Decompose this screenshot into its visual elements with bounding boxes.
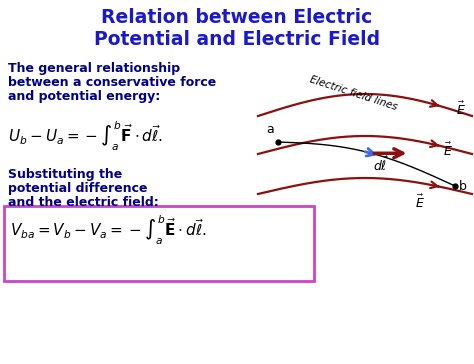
Text: $\vec{E}$: $\vec{E}$ [415,193,425,211]
Text: Relation between Electric: Relation between Electric [101,8,373,27]
Text: Electric field lines: Electric field lines [308,74,398,112]
Text: potential difference: potential difference [8,182,147,195]
Text: Substituting the: Substituting the [8,168,122,181]
Text: $d\vec{\ell}$: $d\vec{\ell}$ [374,156,389,174]
Text: between a conservative force: between a conservative force [8,76,216,89]
Text: $V_{ba} = V_b - V_a = -\int_a^b \vec{\mathbf{E}} \cdot d\vec{\ell}.$: $V_{ba} = V_b - V_a = -\int_a^b \vec{\ma… [10,214,207,248]
Text: $\vec{E}$: $\vec{E}$ [456,100,466,118]
Text: $\vec{E}$: $\vec{E}$ [443,141,453,159]
Text: and the electric field:: and the electric field: [8,196,159,209]
Text: a: a [266,123,274,136]
Text: Potential and Electric Field: Potential and Electric Field [94,30,380,49]
Text: $U_b - U_a = -\int_a^b \vec{\mathbf{F}} \cdot d\vec{\ell}.$: $U_b - U_a = -\int_a^b \vec{\mathbf{F}} … [8,120,163,153]
Bar [4,206,314,281]
Text: and potential energy:: and potential energy: [8,90,160,103]
Text: The general relationship: The general relationship [8,62,180,75]
Text: b: b [459,179,467,193]
